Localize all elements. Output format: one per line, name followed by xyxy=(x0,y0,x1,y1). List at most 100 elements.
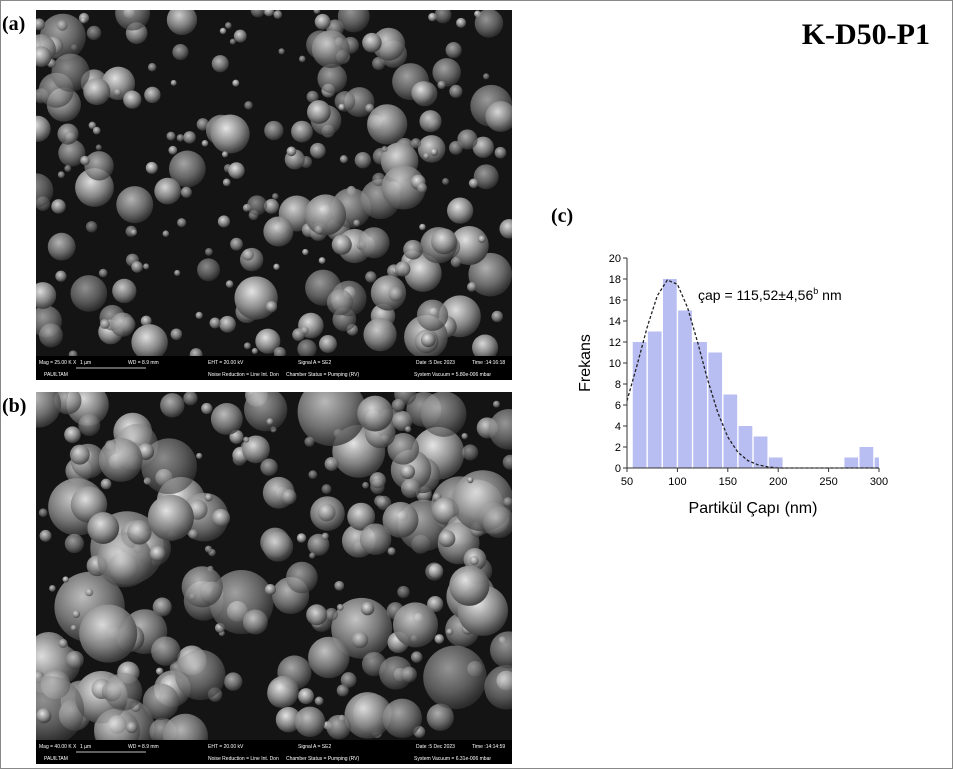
particle xyxy=(286,562,318,594)
particle xyxy=(80,156,90,166)
particle xyxy=(457,129,477,149)
particle xyxy=(405,426,411,432)
particle xyxy=(100,319,110,329)
particle xyxy=(430,148,438,156)
particle xyxy=(304,437,314,447)
particle xyxy=(64,165,71,172)
bar xyxy=(648,332,662,469)
info-text: Mag = 40.00 K X xyxy=(39,744,77,750)
particle xyxy=(101,479,112,490)
particle xyxy=(171,80,177,86)
particle xyxy=(352,632,369,649)
particle xyxy=(362,33,382,53)
particle xyxy=(177,218,186,227)
particle xyxy=(318,503,336,521)
particle xyxy=(291,121,313,143)
particle xyxy=(266,301,277,312)
particle xyxy=(338,104,345,111)
particle xyxy=(265,584,276,595)
info-text: System Vacuum = 6.31e-006 mbar xyxy=(414,756,491,762)
particle xyxy=(110,312,134,336)
particle xyxy=(361,602,374,615)
bar xyxy=(678,311,692,469)
particle xyxy=(467,282,477,292)
particle xyxy=(353,220,360,227)
x-tick-label: 200 xyxy=(769,476,787,488)
particle xyxy=(51,54,89,92)
particle xyxy=(127,520,151,544)
particle xyxy=(332,235,352,255)
panel-label: (c) xyxy=(551,205,573,227)
particle xyxy=(485,101,516,132)
particle xyxy=(247,195,267,215)
particle xyxy=(219,316,236,333)
particle xyxy=(417,300,448,331)
particle xyxy=(315,14,331,30)
particle xyxy=(469,178,479,188)
particle xyxy=(71,275,108,312)
particle xyxy=(223,179,231,187)
particle xyxy=(84,151,113,180)
particle xyxy=(80,17,86,23)
particle xyxy=(167,132,176,141)
particle xyxy=(302,249,308,255)
info-text: Date :5 Dec 2023 xyxy=(416,744,455,750)
particle xyxy=(114,89,122,97)
particle xyxy=(421,391,467,437)
particle xyxy=(72,610,80,618)
bar xyxy=(663,279,677,468)
particle xyxy=(437,81,445,89)
particle xyxy=(483,506,515,538)
particle xyxy=(401,667,417,683)
particle xyxy=(39,323,63,347)
particle xyxy=(49,585,56,592)
info-text: System Vacuum = 5.80e-006 mbar xyxy=(414,372,491,378)
particle xyxy=(177,134,184,141)
particle xyxy=(418,135,446,163)
particle xyxy=(431,228,457,254)
particle xyxy=(156,668,163,675)
particle xyxy=(340,155,348,163)
info-text: WD = 8.9 mm xyxy=(128,360,159,366)
particle xyxy=(163,230,170,237)
particle xyxy=(196,453,202,459)
info-text: Chamber Status = Pumping (RV) xyxy=(286,372,359,378)
particle xyxy=(363,318,396,351)
particle xyxy=(202,140,209,147)
particle xyxy=(131,229,138,236)
particle xyxy=(36,708,51,723)
annotation-text: çap = 115,52±4,56 xyxy=(698,287,813,303)
annotation: çap = 115,52±4,56b nm xyxy=(698,286,842,303)
particle xyxy=(65,534,84,553)
particle xyxy=(131,261,143,273)
particle xyxy=(305,194,346,235)
particle xyxy=(226,280,234,288)
particle xyxy=(360,523,391,554)
particle xyxy=(449,85,462,98)
particle xyxy=(181,187,192,198)
particle xyxy=(150,546,166,562)
particle xyxy=(434,634,444,644)
particle xyxy=(446,628,453,635)
info-text: Signal A = SE2 xyxy=(298,744,331,750)
particle xyxy=(205,494,213,502)
info-text: Time :14:16:18 xyxy=(472,360,505,366)
particle xyxy=(315,697,324,706)
particle xyxy=(210,317,221,328)
particle xyxy=(64,426,81,443)
particle xyxy=(319,335,337,353)
particle xyxy=(96,144,102,150)
particle xyxy=(224,672,242,690)
bar xyxy=(708,353,722,469)
particle xyxy=(299,56,306,63)
particle xyxy=(365,271,376,282)
particle xyxy=(325,457,339,471)
particle xyxy=(322,533,329,540)
particle xyxy=(222,151,228,157)
particle xyxy=(461,433,467,439)
particle xyxy=(243,609,268,634)
particle xyxy=(297,339,316,358)
particle xyxy=(411,651,422,662)
particle xyxy=(244,101,252,109)
particle xyxy=(171,328,183,340)
